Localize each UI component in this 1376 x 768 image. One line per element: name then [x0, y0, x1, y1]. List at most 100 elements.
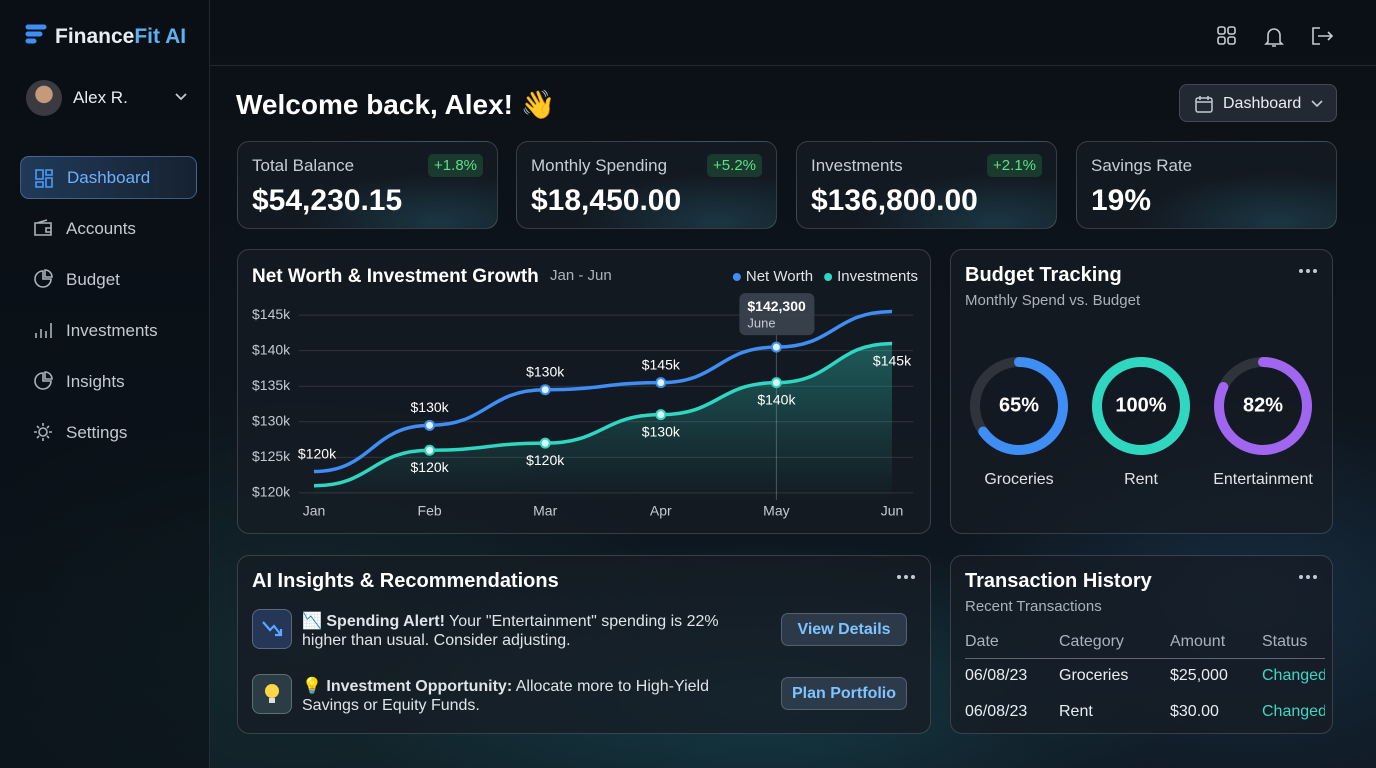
area-fill [314, 343, 892, 500]
series-line [313, 341, 893, 488]
insight-text: 📉 Spending Alert! Your "Entertainment" s… [302, 612, 762, 650]
nav-icon [34, 423, 52, 441]
panel-subtitle: Recent Transactions [965, 598, 1102, 615]
nav-item[interactable]: Budget [20, 258, 197, 301]
header-divider [210, 65, 1376, 66]
data-point [424, 444, 436, 456]
insight-button[interactable]: Plan Portfolio [781, 677, 907, 710]
insight-icon [252, 609, 292, 649]
stat-change: +1.8% [428, 154, 483, 177]
more-menu[interactable] [1298, 268, 1318, 274]
y-tick-label: $130k [252, 412, 291, 428]
transactions-table: Date Category Amount Status 06/08/23 Groc… [965, 626, 1325, 730]
x-tick-label: Feb [418, 503, 442, 519]
nav-item[interactable]: Insights [20, 360, 197, 403]
data-point [655, 409, 667, 421]
column-header: Amount [1170, 626, 1262, 659]
stat-label: Monthly Spending [531, 156, 668, 175]
insights-panel: AI Insights & Recommendations 📉 Spending… [237, 555, 931, 734]
nav-icon [34, 371, 53, 390]
nav-item[interactable]: Investments [20, 309, 197, 352]
tooltip-value: $142,300 [747, 298, 806, 314]
data-point [770, 341, 782, 353]
chevron [1311, 100, 1323, 108]
brand: FinanceFit AI [55, 25, 186, 49]
donut-label: Groceries [984, 471, 1053, 488]
budget-donuts: 65% Groceries 100% Rent 82% Entertainment [970, 357, 1313, 488]
point-label: $130k [411, 399, 450, 415]
x-tick-label: Jan [303, 503, 326, 519]
nav-item[interactable]: Dashboard [20, 156, 197, 199]
cell: $25,000 [1170, 667, 1228, 685]
line-chart: Net Worth & Investment Growth Jan - Jun In… [252, 266, 918, 519]
insight-emoji: 💡 [302, 678, 322, 695]
donut-arc [1092, 357, 1190, 455]
data-point [655, 377, 667, 389]
point-label: $120k [526, 452, 565, 468]
legend-label: Investments [837, 268, 918, 285]
point-label: $120k [411, 459, 450, 475]
tooltip-label: June [747, 316, 775, 331]
avatar [26, 80, 62, 116]
data-point [424, 419, 436, 431]
point-label: $145k [873, 352, 912, 368]
donut-label: Entertainment [1213, 471, 1313, 488]
legend-marker [824, 273, 833, 281]
chart-subtitle: Jan - Jun [550, 267, 612, 284]
nav-item[interactable]: Settings [20, 411, 197, 454]
data-point [539, 437, 551, 449]
stat-card: Savings Rate 19% [1076, 141, 1337, 229]
x-tick-label: Jun [881, 503, 904, 519]
cell: $30.00 [1170, 703, 1219, 720]
greeting: Welcome back, Alex! 👋 [236, 89, 556, 120]
bulb-icon [265, 684, 279, 703]
data-point [539, 384, 551, 396]
cell: Rent [1059, 703, 1093, 720]
user-name: Alex R. [73, 88, 128, 107]
donut-value: 100% [1115, 394, 1166, 416]
nav-item[interactable]: Accounts [20, 207, 197, 250]
point-label: $130k [526, 363, 565, 379]
stat-value: $18,450.00 [531, 184, 682, 217]
brand-name-accent: Fit AI [134, 25, 187, 48]
insight-heading: Spending Alert! [326, 613, 445, 630]
more-menu[interactable] [896, 574, 916, 580]
view-selector-label: Dashboard [1223, 95, 1302, 112]
cell: 06/08/23 [965, 703, 1028, 720]
transactions-panel: Transaction History Recent Transactions … [950, 555, 1333, 734]
cell: 06/08/23 [965, 667, 1028, 685]
status-cell: Changed [1262, 667, 1325, 685]
stat-label: Savings Rate [1091, 156, 1193, 175]
y-tick-label: $120k [252, 484, 291, 500]
nav-icon [34, 269, 53, 288]
donut-arc [1214, 357, 1312, 455]
panel-title: Transaction History [965, 570, 1152, 592]
tooltip-box [739, 293, 815, 336]
table-row: 06/08/23 Groceries $25,000 Changed [965, 658, 1325, 694]
x-tick-label: Apr [650, 503, 672, 519]
view-selector[interactable]: Dashboard [1179, 84, 1337, 122]
panel-title: AI Insights & Recommendations [252, 570, 559, 592]
stat-label: Investments [811, 156, 903, 175]
chart-panel: Net Worth & Investment Growth Jan - Jun In… [237, 249, 931, 534]
stat-card: Monthly Spending $18,450.00 +5.2% [516, 141, 777, 229]
y-tick-label: $140k [252, 341, 291, 357]
y-tick-label: $135k [252, 377, 291, 393]
insight-text: 💡 Investment Opportunity: Allocate more … [302, 677, 762, 715]
calendar-icon [1195, 96, 1213, 113]
panel-title: Budget Tracking [965, 264, 1122, 286]
point-label: $120k [298, 445, 337, 461]
sidebar: FinanceFit AI Alex R. Dashboard Accounts… [0, 0, 210, 768]
legend-marker [732, 273, 741, 281]
stat-card: Total Balance $54,230.15 +1.8% [237, 141, 498, 229]
legend-label: Net Worth [746, 268, 813, 285]
user-menu-chevron[interactable] [174, 92, 188, 102]
status-cell: Changed [1262, 703, 1325, 720]
more-menu[interactable] [1298, 574, 1318, 580]
insight-emoji: 📉 [302, 613, 322, 630]
insight-button[interactable]: View Details [781, 613, 907, 646]
insight-heading: Investment Opportunity: [326, 678, 513, 695]
budget-panel: Budget Tracking Monthly Spend vs. Budget… [950, 249, 1333, 534]
brand-name: Finance [55, 25, 135, 48]
